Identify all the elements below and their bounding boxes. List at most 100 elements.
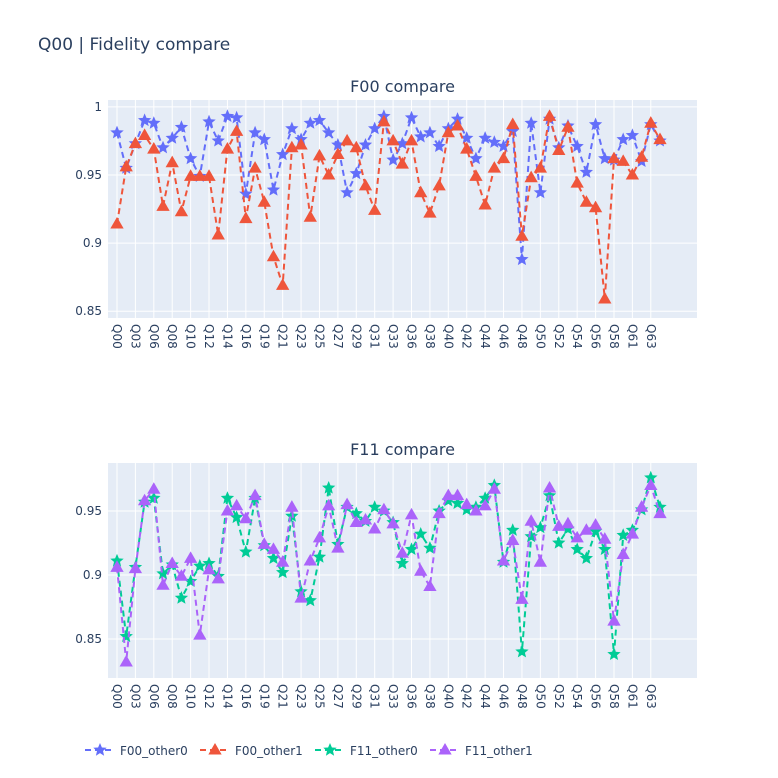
- data-point: [211, 133, 225, 147]
- x-tick-label: Q52: [552, 324, 566, 349]
- data-point: [588, 200, 603, 213]
- data-point: [644, 470, 658, 484]
- data-point: [183, 169, 198, 181]
- data-point: [579, 195, 594, 207]
- data-point: [165, 556, 179, 569]
- subplot-title: F00 compare: [350, 77, 455, 96]
- x-tick-label: Q61: [625, 324, 639, 349]
- legend-label: F11_other0: [350, 744, 418, 758]
- data-point: [515, 644, 529, 658]
- y-tick-label: 0.9: [83, 236, 102, 250]
- data-point: [487, 482, 501, 494]
- data-point: [598, 542, 612, 555]
- data-point: [524, 116, 538, 129]
- data-point: [432, 506, 446, 519]
- data-point: [312, 530, 327, 543]
- data-point: [202, 169, 216, 181]
- x-tick-label: Q25: [312, 684, 326, 709]
- data-point: [404, 507, 419, 520]
- data-point: [469, 169, 483, 181]
- data-point: [625, 167, 640, 180]
- legend-label: F00_other0: [120, 744, 188, 758]
- plot-background: [108, 100, 697, 318]
- data-point: [588, 524, 603, 538]
- data-point: [110, 553, 124, 567]
- data-point: [248, 161, 262, 173]
- data-point: [570, 139, 584, 152]
- data-point: [303, 210, 317, 222]
- data-point: [312, 113, 327, 127]
- data-point: [368, 521, 382, 534]
- data-point: [331, 147, 345, 160]
- x-tick-label: Q36: [405, 684, 419, 709]
- data-point: [165, 155, 179, 168]
- legend-label: F11_other1: [465, 744, 533, 758]
- x-tick-label: Q54: [570, 324, 584, 349]
- data-point: [533, 185, 547, 199]
- series-line: [116, 116, 661, 300]
- legend-item: F00_other1: [200, 743, 303, 758]
- x-tick-label: Q63: [644, 324, 658, 349]
- y-tick-label: 0.95: [75, 168, 102, 182]
- data-point: [266, 249, 281, 262]
- data-point: [239, 511, 253, 524]
- data-point: [340, 497, 354, 510]
- data-point: [460, 142, 474, 154]
- x-tick-label: Q58: [607, 684, 621, 709]
- data-point: [478, 498, 492, 511]
- data-point: [340, 133, 354, 146]
- data-point: [193, 559, 207, 572]
- data-point: [202, 556, 216, 570]
- data-point: [395, 157, 409, 169]
- data-point: [220, 142, 235, 154]
- data-point: [524, 514, 538, 526]
- data-point: [515, 252, 529, 266]
- x-tick-label: Q03: [128, 684, 142, 709]
- data-point: [432, 178, 446, 191]
- data-point: [469, 503, 483, 516]
- x-tick-label: Q00: [110, 324, 124, 349]
- x-tick-label: Q27: [331, 324, 345, 349]
- data-point: [202, 114, 216, 128]
- x-tick-label: Q56: [589, 324, 603, 349]
- legend-marker: [438, 743, 452, 755]
- x-tick-label: Q06: [147, 324, 161, 349]
- data-point: [423, 579, 437, 592]
- data-point: [496, 139, 511, 152]
- data-point: [533, 555, 548, 567]
- data-point: [414, 129, 428, 143]
- data-point: [312, 148, 327, 161]
- x-tick-label: Q16: [239, 684, 253, 709]
- data-point: [644, 478, 658, 490]
- data-point: [552, 143, 566, 155]
- data-point: [285, 500, 299, 512]
- data-point: [506, 533, 520, 545]
- legend-item: F11_other0: [315, 743, 418, 758]
- x-tick-label: Q14: [220, 684, 234, 709]
- data-point: [193, 169, 207, 181]
- x-tick-label: Q38: [423, 324, 437, 349]
- legend-label: F00_other1: [235, 744, 303, 758]
- data-point: [515, 592, 529, 604]
- data-point: [211, 227, 225, 240]
- x-tick-label: Q48: [515, 324, 529, 349]
- data-point: [276, 565, 290, 579]
- data-point: [184, 574, 198, 587]
- data-point: [644, 116, 658, 128]
- data-point: [276, 147, 290, 161]
- data-point: [414, 564, 428, 576]
- data-point: [542, 480, 557, 493]
- data-point: [257, 537, 271, 549]
- data-point: [588, 117, 603, 131]
- data-point: [377, 114, 391, 127]
- data-point: [450, 496, 465, 509]
- data-point: [460, 497, 474, 510]
- data-point: [386, 152, 400, 166]
- y-tick-label: 1: [94, 100, 102, 114]
- data-point: [423, 541, 437, 554]
- data-point: [340, 185, 354, 199]
- data-point: [156, 199, 170, 211]
- data-point: [607, 614, 621, 626]
- data-point: [165, 131, 179, 144]
- data-point: [230, 110, 244, 124]
